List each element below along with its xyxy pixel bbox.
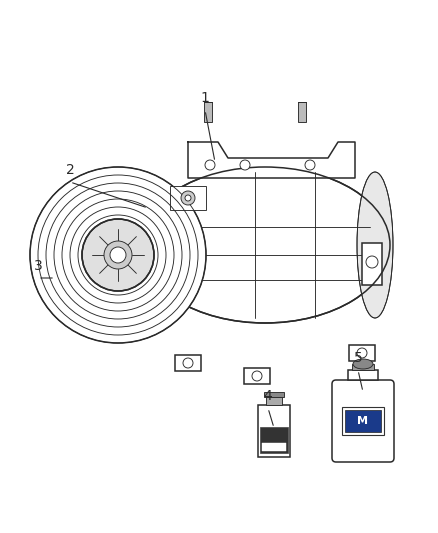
Bar [258, 405, 290, 457]
Text: 3: 3 [34, 259, 42, 273]
Ellipse shape [357, 172, 393, 318]
Ellipse shape [140, 167, 390, 323]
Text: 4: 4 [264, 389, 272, 403]
Circle shape [110, 247, 126, 263]
Circle shape [86, 223, 150, 287]
Bar [349, 345, 375, 361]
Circle shape [82, 219, 154, 291]
Text: 1: 1 [201, 91, 209, 105]
Bar [244, 368, 270, 384]
Bar [348, 370, 378, 380]
Circle shape [305, 160, 315, 170]
Circle shape [252, 371, 262, 381]
Circle shape [181, 191, 195, 205]
Text: 5: 5 [353, 351, 362, 365]
FancyBboxPatch shape [332, 380, 394, 462]
Ellipse shape [353, 359, 373, 369]
Bar [204, 102, 212, 122]
Bar [342, 407, 384, 435]
Bar [362, 243, 382, 285]
Bar [266, 397, 282, 405]
Circle shape [183, 358, 193, 368]
Bar [260, 427, 288, 453]
Bar [262, 443, 286, 451]
Bar [345, 410, 381, 432]
Circle shape [30, 167, 206, 343]
Text: 2: 2 [66, 163, 74, 177]
Circle shape [205, 160, 215, 170]
Bar [352, 364, 374, 370]
Circle shape [366, 256, 378, 268]
Polygon shape [188, 142, 355, 178]
Circle shape [357, 348, 367, 358]
Bar [170, 186, 206, 210]
Bar [298, 102, 306, 122]
Circle shape [104, 241, 132, 269]
Circle shape [185, 195, 191, 201]
Bar [264, 392, 284, 397]
Bar [175, 355, 201, 371]
Text: M: M [357, 416, 368, 426]
Circle shape [240, 160, 250, 170]
